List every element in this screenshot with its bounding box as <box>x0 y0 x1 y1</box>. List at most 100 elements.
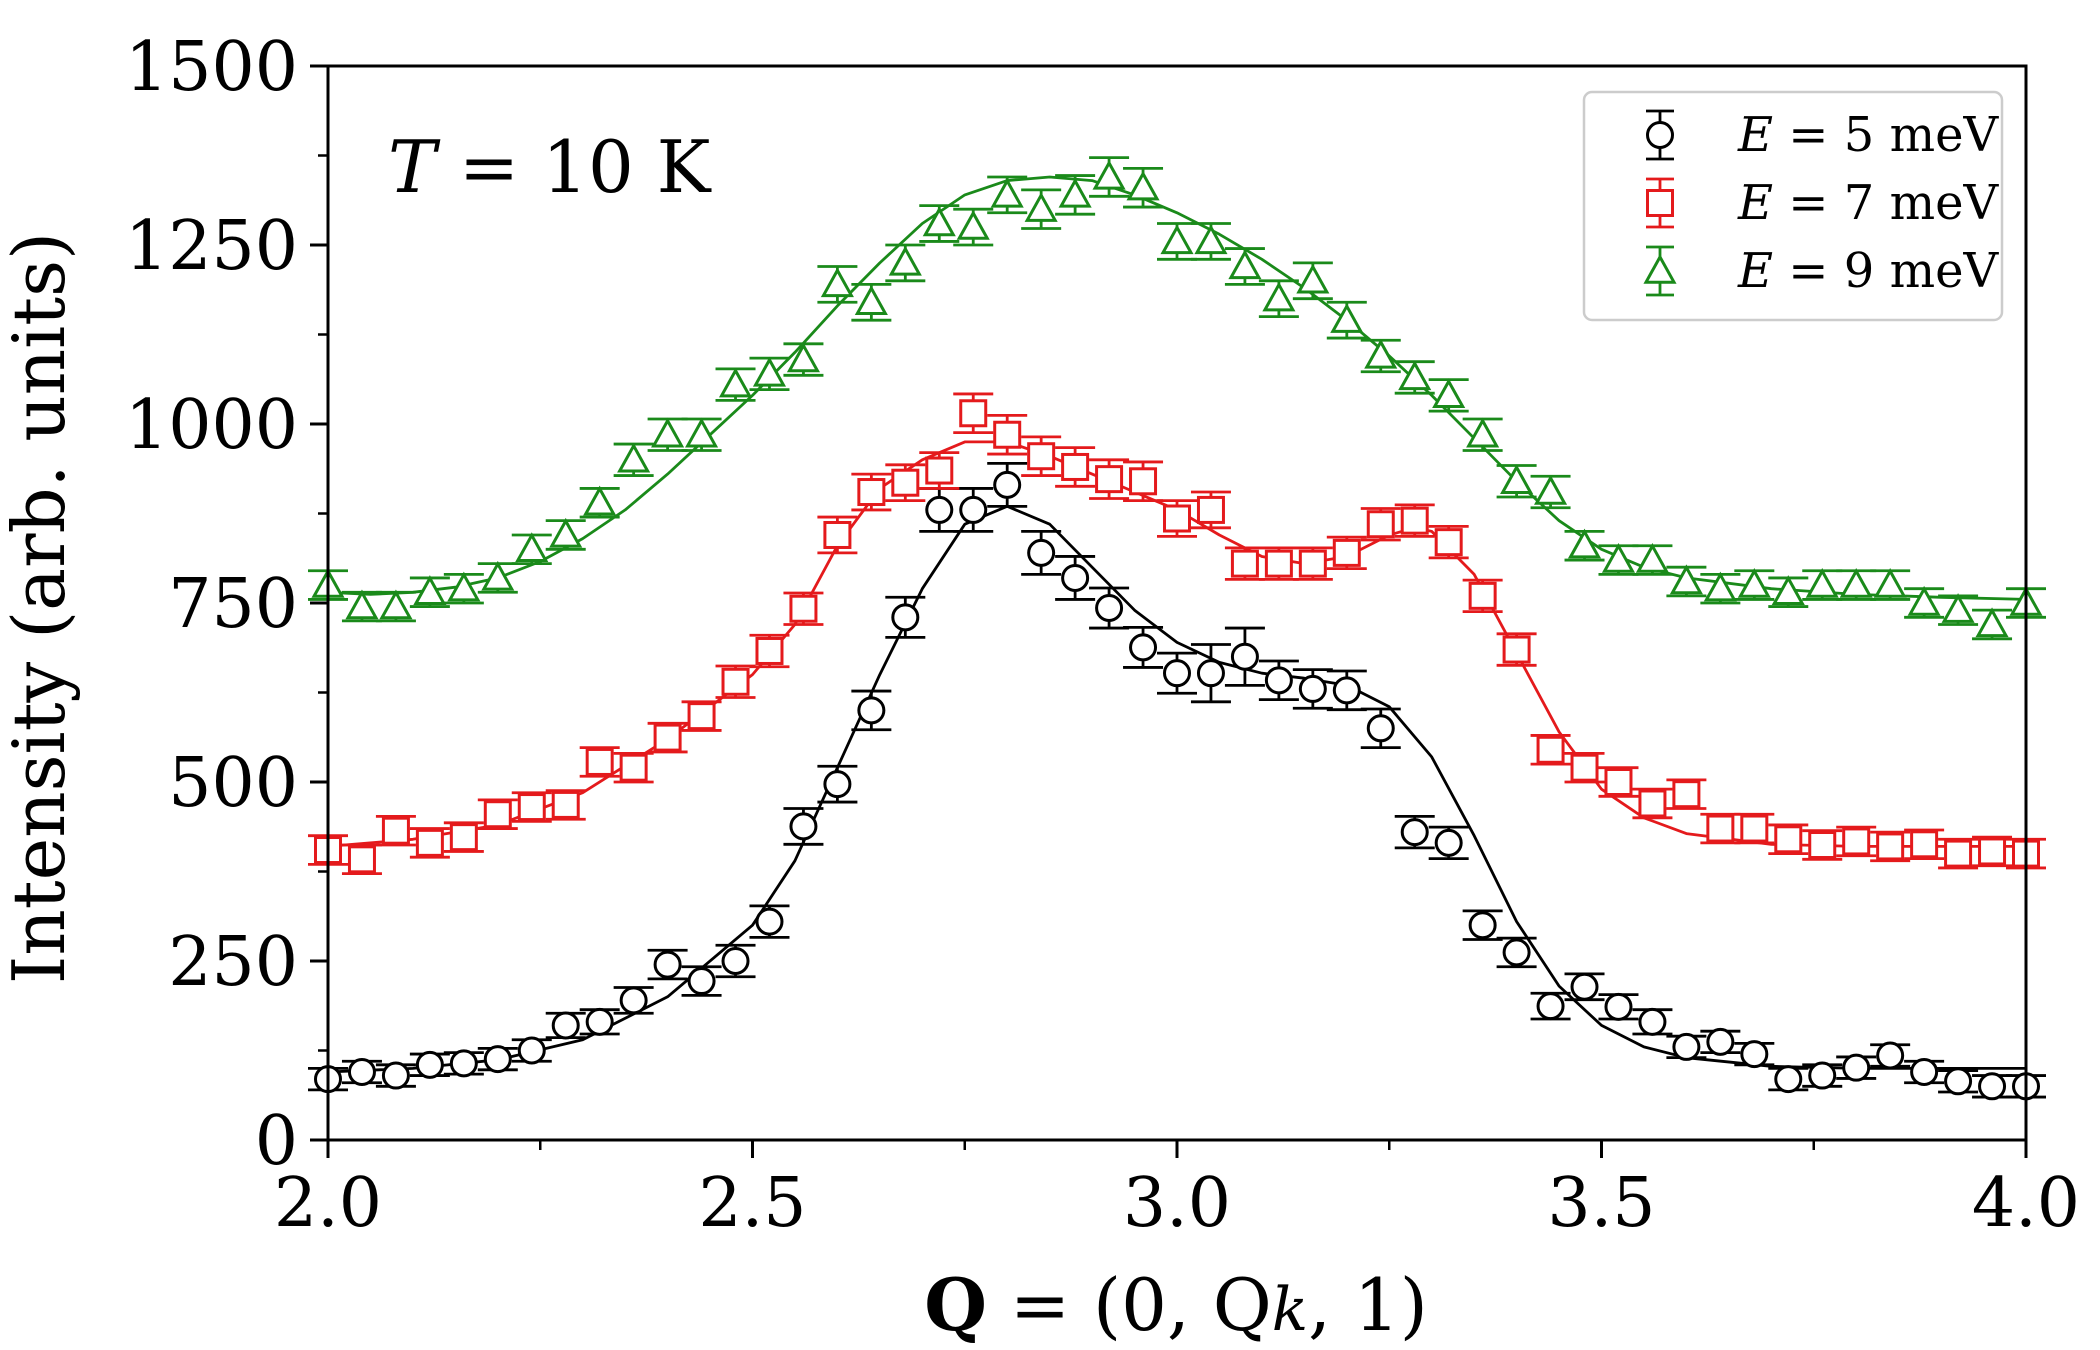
data-point <box>1502 635 1531 664</box>
data-point <box>1536 735 1565 764</box>
data-point <box>1740 814 1769 843</box>
data-point <box>925 456 954 485</box>
data-point <box>990 177 1024 208</box>
data-point <box>1808 831 1837 860</box>
y-tick-label: 500 <box>168 744 298 823</box>
legend-label: E = 9 meV <box>1737 243 2000 299</box>
y-tick-label: 1500 <box>125 28 298 107</box>
data-point <box>1638 1007 1667 1036</box>
data-point <box>789 594 818 623</box>
data-point <box>1978 837 2007 866</box>
x-tick-label: 3.5 <box>1547 1164 1655 1243</box>
data-point <box>1706 1027 1735 1056</box>
data-point <box>1027 442 1056 471</box>
data-point <box>752 356 787 387</box>
data-point <box>1332 676 1361 705</box>
data-point <box>1842 1053 1871 1082</box>
data-point <box>1907 585 1941 616</box>
data-point <box>1024 192 1058 222</box>
data-point <box>755 907 784 936</box>
data-point <box>993 420 1022 449</box>
data-point <box>517 793 546 822</box>
data-point <box>1468 911 1497 940</box>
data-point <box>1604 992 1633 1021</box>
legend-frame <box>1582 90 2004 322</box>
data-point <box>1570 972 1599 1001</box>
data-point <box>1500 464 1534 494</box>
data-point <box>1196 659 1225 688</box>
data-point <box>1298 674 1327 703</box>
data-point <box>854 285 888 315</box>
data-point <box>1706 814 1735 843</box>
x-tick-label: 2.0 <box>274 1164 382 1243</box>
data-point <box>517 1036 546 1065</box>
data-point <box>1296 263 1330 294</box>
data-point <box>1129 467 1158 496</box>
data-point <box>1466 417 1500 448</box>
data-point <box>1332 538 1361 567</box>
data-point <box>551 1011 580 1040</box>
data-point <box>381 1061 410 1090</box>
data-point <box>718 367 753 398</box>
legend-entry: E = 9 meV <box>1643 243 2000 299</box>
data-point <box>1910 1057 1939 1086</box>
data-point <box>1194 224 1228 255</box>
data-point <box>1434 528 1463 557</box>
data-point <box>1095 594 1124 623</box>
data-point <box>1262 281 1296 312</box>
data-point <box>345 589 379 620</box>
data-point <box>1703 571 1737 602</box>
data-point <box>1228 249 1262 280</box>
data-point <box>1230 642 1259 671</box>
data-point <box>1873 568 1907 598</box>
data-point <box>1567 528 1602 559</box>
legend-entry: E = 7 meV <box>1646 175 2000 231</box>
data-point <box>956 210 990 240</box>
data-point <box>857 478 886 507</box>
data-point <box>515 532 549 562</box>
data-point <box>1230 549 1259 578</box>
data-point <box>857 696 886 725</box>
data-point <box>447 571 481 602</box>
data-point <box>1264 549 1293 578</box>
data-point <box>481 560 515 591</box>
data-point <box>755 636 784 665</box>
data-point <box>891 468 920 497</box>
data-point <box>823 520 852 549</box>
legend-marker <box>1646 121 1674 149</box>
data-point <box>1672 780 1701 809</box>
y-tick-label: 750 <box>168 565 298 644</box>
data-point <box>1876 1041 1905 1070</box>
data-point <box>1502 938 1531 967</box>
legend-marker <box>1646 189 1674 217</box>
data-point <box>925 495 954 524</box>
data-point <box>888 245 922 276</box>
data-point <box>1740 1040 1769 1069</box>
data-point <box>585 747 614 776</box>
legend-label: E = 7 meV <box>1737 175 2000 231</box>
data-point <box>1298 549 1327 578</box>
data-point <box>1808 1061 1837 1090</box>
data-point <box>415 1050 444 1079</box>
data-point <box>1398 360 1432 391</box>
data-point <box>1570 753 1599 782</box>
data-point <box>617 442 651 473</box>
legend: E = 5 meV E = 7 meV E = 9 meV <box>1582 90 2004 322</box>
data-point <box>820 267 854 298</box>
data-point <box>685 417 719 448</box>
data-point <box>1400 506 1429 535</box>
data-point <box>551 790 580 819</box>
data-point <box>1774 825 1803 854</box>
data-point <box>1944 1067 1973 1096</box>
data-point <box>1400 818 1429 847</box>
data-point <box>1635 542 1669 573</box>
y-axis-title: Intensity (arb. units) <box>0 232 81 984</box>
temperature-annotation: T = 10 K <box>388 125 712 209</box>
data-point <box>653 950 682 979</box>
data-point <box>1027 538 1056 567</box>
x-axis-title: Q = (0, Qk, 1) <box>924 1262 1428 1347</box>
data-point <box>381 816 410 845</box>
data-point <box>1876 832 1905 861</box>
data-point <box>653 723 682 752</box>
y-tick-label: 1000 <box>125 386 298 465</box>
